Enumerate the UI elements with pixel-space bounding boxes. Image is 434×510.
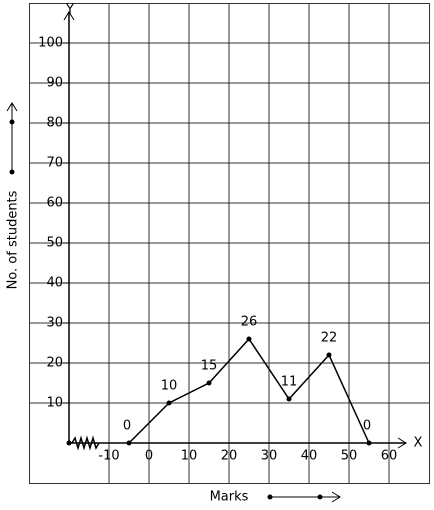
data-label: 0 xyxy=(123,419,131,434)
y-arrow xyxy=(6,102,18,175)
data-label: 10 xyxy=(161,379,178,394)
x-tick-label: 50 xyxy=(341,449,358,464)
data-label: 26 xyxy=(241,315,258,330)
point xyxy=(366,440,372,446)
x-title: Marks xyxy=(210,490,249,505)
x-tick-label: 0 xyxy=(145,449,153,464)
y-tick-label: 50 xyxy=(46,236,63,251)
point xyxy=(206,380,212,386)
data-label: 11 xyxy=(281,375,298,390)
x-axis-arrow xyxy=(397,437,407,449)
x-axis-letter: X xyxy=(414,436,423,451)
axis-break xyxy=(71,435,100,451)
data-label: 0 xyxy=(363,419,371,434)
x-tick-label: 20 xyxy=(221,449,238,464)
y-tick-label: 20 xyxy=(46,356,63,371)
x-tick-label: 30 xyxy=(261,449,278,464)
y-axis-arrow xyxy=(63,11,75,21)
x-tick-label: 60 xyxy=(381,449,398,464)
data-label: 22 xyxy=(321,331,338,346)
point xyxy=(286,396,292,402)
y-title: No. of students xyxy=(6,190,21,289)
point xyxy=(326,352,332,358)
y-tick-label: 40 xyxy=(46,276,63,291)
y-tick-label: 100 xyxy=(38,36,63,51)
data-label: 15 xyxy=(201,359,218,374)
y-axis-letter: Y xyxy=(65,3,74,18)
point xyxy=(166,400,172,406)
y-tick-label: 70 xyxy=(46,156,63,171)
x-tick-label: 40 xyxy=(301,449,318,464)
x-tick-label: -10 xyxy=(98,449,119,464)
y-tick-label: 60 xyxy=(46,196,63,211)
y-tick-label: 30 xyxy=(46,316,63,331)
y-tick-label: 90 xyxy=(46,76,63,91)
point xyxy=(126,440,132,446)
x-arrow xyxy=(267,491,341,503)
y-tick-label: 80 xyxy=(46,116,63,131)
origin-dot xyxy=(66,440,72,446)
x-tick-label: 10 xyxy=(181,449,198,464)
point xyxy=(246,336,252,342)
y-tick-label: 10 xyxy=(46,396,63,411)
